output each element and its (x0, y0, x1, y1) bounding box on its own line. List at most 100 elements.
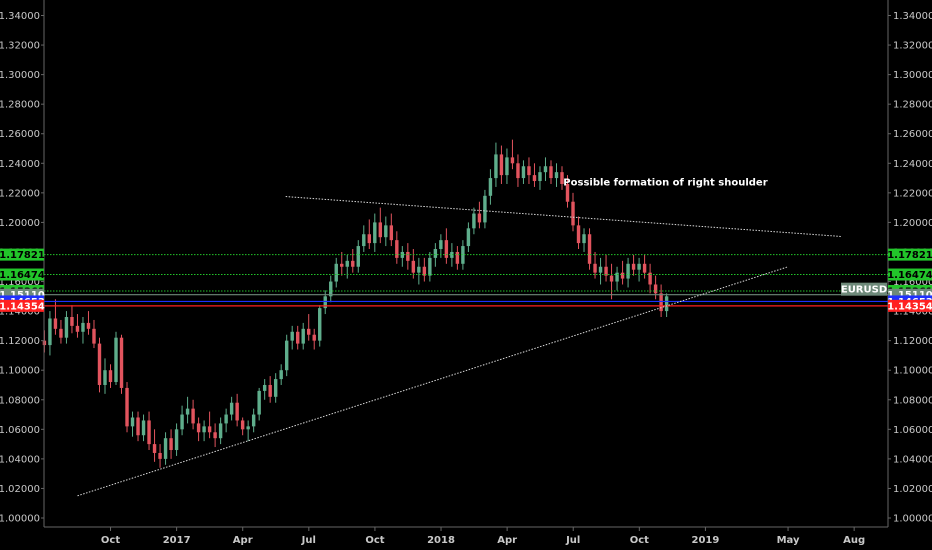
candle (81, 317, 85, 344)
y-tick-label-left: 1.24000 (0, 159, 40, 170)
candle-body (417, 266, 421, 273)
candle-body (312, 334, 316, 341)
candle (444, 228, 449, 264)
candle-body (323, 296, 327, 309)
candle (114, 331, 118, 385)
candle (560, 166, 564, 190)
candle-body (659, 293, 663, 312)
candle-body (130, 417, 135, 427)
level-badge-right-bg (888, 268, 932, 281)
candle-body (340, 263, 344, 267)
level-badges: 1.178211.178211.164741.164741.153611.153… (0, 248, 932, 312)
candle-body (202, 426, 206, 433)
candle (422, 257, 427, 282)
level-badge-right-bg (888, 299, 932, 312)
candle (147, 411, 151, 451)
candle-body (301, 328, 305, 344)
candle-body (521, 166, 526, 179)
candle-body (103, 370, 107, 385)
candle-body (351, 260, 355, 267)
y-tick-label-left: 1.28000 (0, 100, 40, 111)
candle (224, 408, 228, 433)
candle-body (53, 318, 58, 329)
candle (284, 334, 289, 377)
candle-body (158, 452, 162, 459)
candle (174, 423, 179, 456)
candle-body (554, 172, 559, 179)
x-tick-label: Oct (101, 535, 120, 546)
candle-body (114, 337, 118, 383)
candle (499, 145, 504, 184)
y-tick-label-right: 1.04000 (893, 454, 932, 465)
candle (384, 216, 388, 247)
x-tick-label: Oct (630, 535, 649, 546)
candle-body (389, 225, 394, 241)
candle-body (191, 408, 195, 424)
candle-body (472, 213, 476, 229)
candle-body (532, 175, 537, 182)
candle-body (196, 423, 201, 433)
candle-body (163, 438, 168, 459)
candle-body (477, 213, 482, 223)
x-tick-label: Apr (233, 535, 253, 546)
candle-body (213, 432, 217, 439)
candle (97, 337, 102, 393)
candle (620, 260, 625, 285)
y-tick-label-right: 1.20000 (893, 218, 932, 229)
candle-body (92, 328, 96, 344)
candle (119, 334, 124, 394)
candle (598, 257, 603, 285)
candle-body (235, 402, 239, 421)
level-badge-right-label: 1.17821 (887, 250, 932, 261)
candle-body (565, 183, 570, 202)
candle-body (626, 263, 630, 279)
level-badge-left-label: 1.16474 (0, 270, 45, 281)
candle (59, 319, 63, 344)
candle-body (571, 201, 575, 226)
candle-body (450, 251, 454, 258)
candle (637, 257, 641, 282)
candle-body (345, 260, 349, 267)
symbol-badge: EURUSD (841, 282, 887, 296)
candle-body (367, 234, 371, 244)
candle-body (147, 420, 151, 445)
candle (351, 249, 355, 273)
y-tick-label-left: 1.34000 (0, 11, 40, 22)
candle-body (224, 414, 228, 424)
candle (505, 148, 509, 184)
candle (593, 251, 597, 279)
y-tick-label-right: 1.28000 (893, 100, 932, 111)
candle (406, 243, 410, 270)
candle (229, 396, 234, 421)
candle-body (97, 343, 102, 385)
y-tick-label-right: 1.08000 (893, 395, 932, 406)
candle (279, 364, 283, 385)
level-badge-left-bg (0, 268, 44, 281)
y-tick-label-right: 1.34000 (893, 11, 932, 22)
candle-body (461, 246, 465, 264)
candle-body (70, 317, 74, 326)
candle (296, 325, 300, 350)
candle (461, 240, 465, 270)
candle (130, 411, 135, 437)
candle-body (251, 414, 256, 427)
candles (42, 139, 669, 468)
candle-body (240, 420, 245, 430)
candle (483, 189, 487, 229)
candle (48, 311, 52, 356)
candle (411, 249, 416, 279)
candle (312, 328, 316, 350)
candle (268, 376, 272, 403)
candle-body (483, 195, 487, 223)
level-badge-left-label: 1.17821 (0, 250, 45, 261)
candle-body (180, 414, 184, 430)
candle (538, 166, 542, 190)
candle (92, 319, 96, 349)
candle-body (587, 234, 592, 264)
candle-body (373, 222, 377, 244)
candle-body (527, 166, 531, 176)
candle-body (108, 370, 113, 383)
level-badge-left-bg (0, 299, 44, 312)
candle-body (307, 328, 311, 335)
